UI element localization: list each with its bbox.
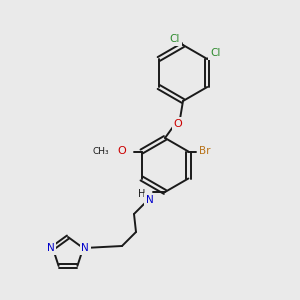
Text: Br: Br (199, 146, 210, 157)
Text: Cl: Cl (170, 34, 180, 44)
Text: Cl: Cl (210, 48, 220, 58)
Text: O: O (174, 119, 182, 129)
Text: O: O (117, 146, 126, 157)
Text: H: H (138, 189, 146, 199)
Text: CH₃: CH₃ (93, 147, 110, 156)
Text: N: N (146, 195, 154, 205)
Text: N: N (47, 243, 55, 253)
Text: N: N (81, 243, 89, 253)
